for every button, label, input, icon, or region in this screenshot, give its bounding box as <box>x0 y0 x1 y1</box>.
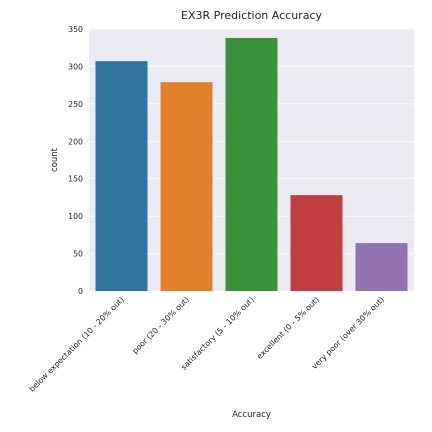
x-tick-label: excellent (0 - 5% out) <box>255 295 321 361</box>
bar <box>160 82 213 291</box>
bar <box>355 243 408 291</box>
y-tick-label: 350 <box>68 25 83 34</box>
x-tick-label: very poor (over 30% out) <box>310 295 386 371</box>
x-axis-label: Accuracy <box>232 410 271 420</box>
chart-title: EX3R Prediction Accuracy <box>181 9 322 22</box>
x-tick-label: below expectation (10 - 20% out) <box>27 295 126 394</box>
y-axis-label: count <box>50 147 60 172</box>
y-axis-ticks: 0 50 100 150 200 250 300 350 <box>68 25 83 296</box>
bars <box>95 37 408 292</box>
x-axis-ticks: below expectation (10 - 20% out) poor (20… <box>27 295 386 394</box>
x-tick-label: satisfactory (5 - 10% out) <box>179 295 256 372</box>
y-tick-label: 150 <box>68 175 83 184</box>
y-tick-label: 250 <box>68 100 83 109</box>
y-tick-label: 300 <box>68 62 83 71</box>
bar <box>225 37 278 292</box>
x-tick-label: poor (20 - 30% out) <box>130 295 190 355</box>
bar <box>290 195 343 291</box>
y-tick-label: 0 <box>78 287 83 296</box>
y-tick-label: 200 <box>68 137 83 146</box>
y-tick-label: 50 <box>73 250 83 259</box>
y-tick-label: 100 <box>68 212 83 221</box>
bar <box>95 61 148 292</box>
